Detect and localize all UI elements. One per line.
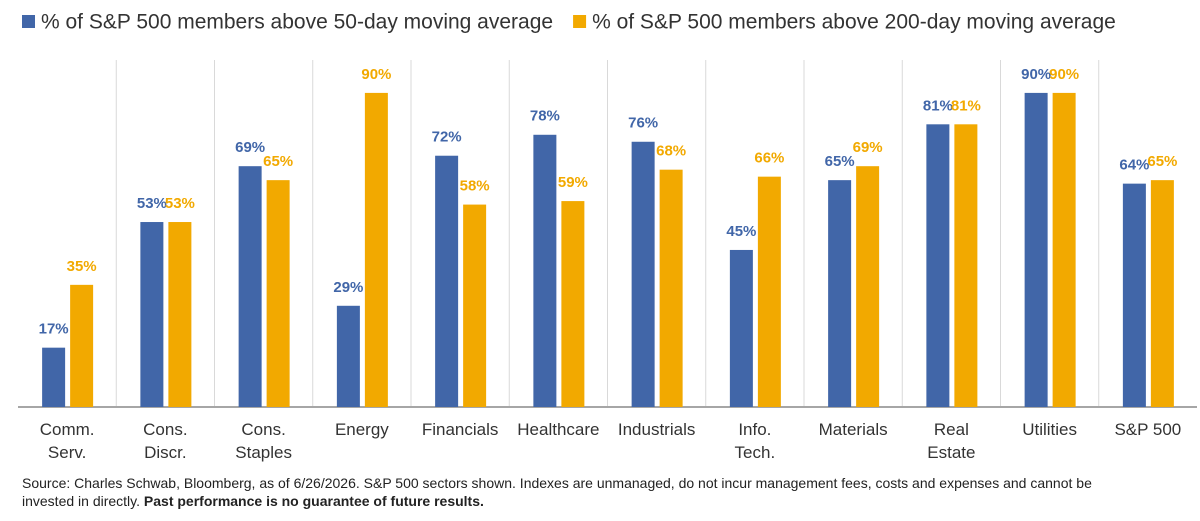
legend-label: % of S&P 500 members above 50-day moving…: [41, 11, 553, 34]
bar: [659, 169, 683, 407]
bar: [168, 222, 192, 407]
bar: [435, 155, 459, 407]
bar: [463, 204, 487, 407]
bar: [1024, 92, 1048, 408]
x-tick-label: Materials: [818, 420, 888, 439]
value-label: 65%: [825, 153, 855, 170]
bar: [1052, 92, 1076, 408]
x-tick-label: Info. Tech.: [734, 420, 776, 462]
value-label: 64%: [1119, 157, 1149, 174]
bar: [336, 305, 360, 407]
legend-label: % of S&P 500 members above 200-day movin…: [592, 11, 1116, 34]
bar: [954, 124, 978, 407]
x-tick-label: S&P 500: [1114, 420, 1182, 439]
value-label: 59%: [558, 174, 588, 191]
value-label: 81%: [951, 97, 981, 114]
value-label: 17%: [39, 321, 69, 338]
x-tick-label: Financials: [421, 420, 499, 439]
value-label: 53%: [137, 195, 167, 212]
bar: [1150, 180, 1174, 407]
legend-swatch: [573, 15, 587, 28]
bar: [364, 92, 388, 408]
value-label: 65%: [1147, 153, 1177, 170]
value-label: 58%: [460, 178, 490, 195]
bar: [856, 166, 880, 407]
x-tick-label: Cons. Staples: [235, 420, 292, 462]
value-label: 68%: [656, 143, 686, 160]
bar: [1122, 183, 1146, 407]
value-label: 90%: [361, 66, 391, 83]
value-label: 29%: [333, 279, 363, 296]
value-label: 66%: [754, 150, 784, 167]
value-label: 69%: [235, 139, 265, 156]
value-label: 76%: [628, 115, 658, 132]
x-tick-label: Healthcare: [517, 420, 600, 439]
legend-swatch: [22, 15, 35, 28]
bar: [926, 124, 950, 407]
bar: [70, 284, 94, 407]
value-label: 72%: [432, 129, 462, 146]
bar: [42, 347, 66, 407]
value-label: 69%: [853, 139, 883, 156]
x-tick-label: Cons. Discr.: [143, 420, 188, 462]
bar: [757, 176, 781, 407]
source-note: Source: Charles Schwab, Bloomberg, as of…: [22, 475, 1092, 509]
value-label: 65%: [263, 153, 293, 170]
value-label: 45%: [726, 223, 756, 240]
bar: [533, 134, 557, 407]
value-label: 81%: [923, 97, 953, 114]
bar: [561, 201, 585, 407]
bar: [828, 180, 852, 407]
bar: [631, 141, 655, 407]
value-label: 53%: [165, 195, 195, 212]
value-label: 90%: [1021, 66, 1051, 83]
footnote: Source: Charles Schwab, Bloomberg, as of…: [22, 474, 1132, 510]
x-tick-label: Comm. Serv.: [39, 420, 95, 462]
x-tick-label: Energy: [334, 420, 389, 439]
bar: [729, 249, 753, 407]
bar: [140, 222, 164, 407]
value-label: 35%: [67, 258, 97, 275]
value-label: 90%: [1049, 66, 1079, 83]
x-tick-label: Real Estate: [927, 420, 976, 462]
value-label: 78%: [530, 108, 560, 125]
bar: [266, 180, 290, 407]
x-tick-label: Industrials: [617, 420, 696, 439]
x-tick-label: Utilities: [1022, 420, 1078, 439]
disclaimer: Past performance is no guarantee of futu…: [143, 493, 484, 509]
bar: [238, 166, 262, 407]
